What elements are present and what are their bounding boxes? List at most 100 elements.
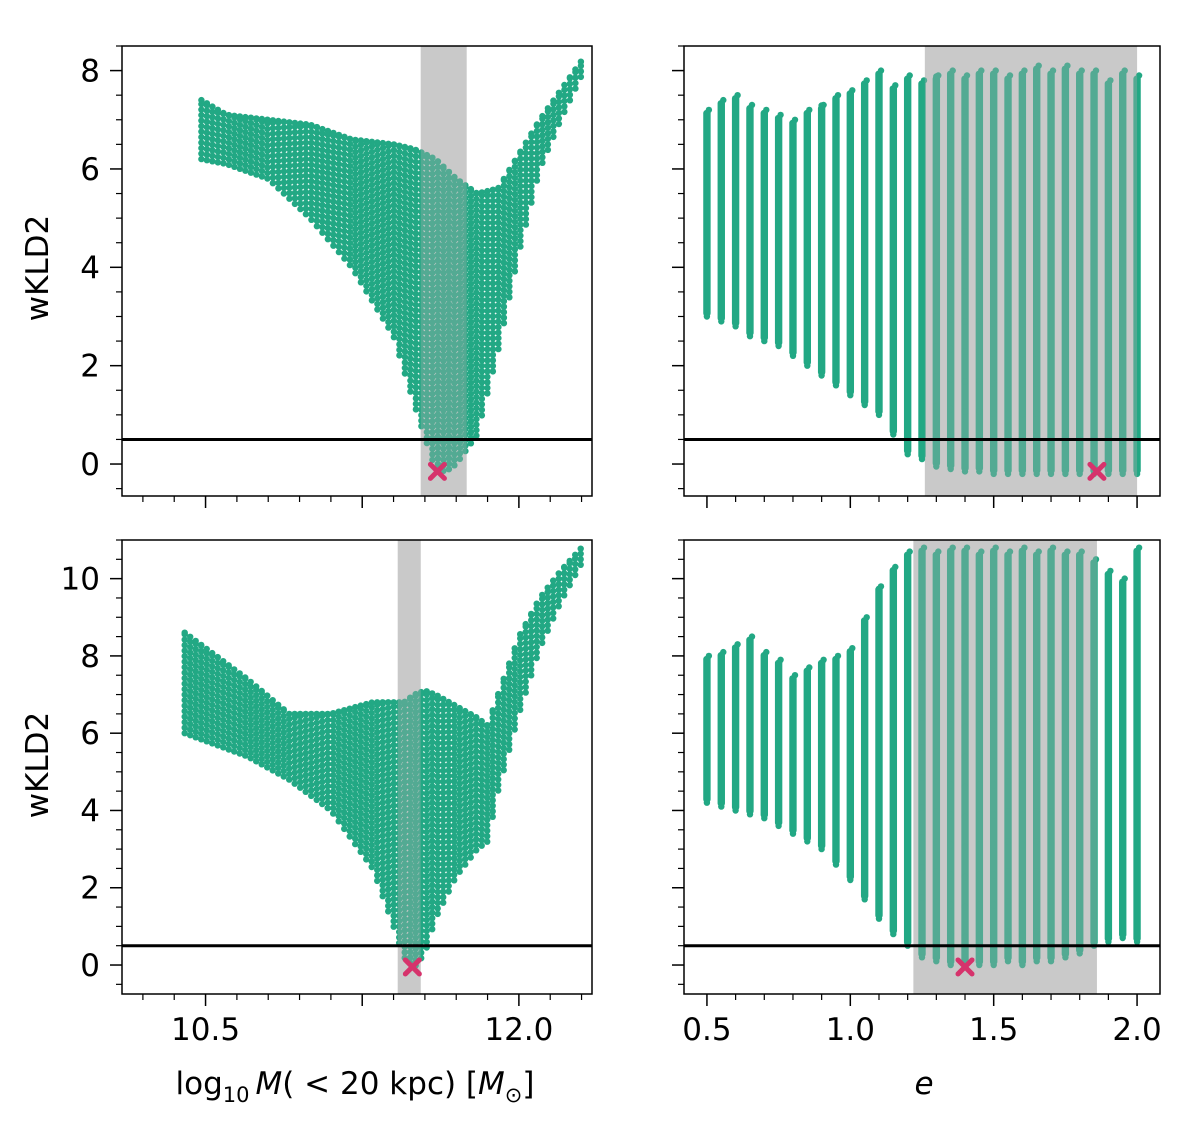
data-point (418, 740, 425, 747)
data-point (506, 713, 513, 720)
data-point (861, 371, 868, 379)
data-point (374, 174, 381, 181)
data-point (440, 839, 447, 846)
data-point (214, 720, 221, 727)
data-point (429, 181, 436, 189)
data-point (976, 631, 983, 639)
data-point (933, 718, 940, 725)
data-point (352, 840, 359, 848)
data-column (774, 114, 783, 346)
data-point (286, 759, 293, 767)
data-point (789, 232, 797, 239)
data-point (390, 306, 398, 313)
data-point (456, 219, 464, 226)
data-point (236, 700, 243, 708)
data-point (990, 440, 997, 448)
data-point (1004, 658, 1012, 665)
data-point (368, 803, 375, 810)
data-point (385, 153, 392, 161)
data-point (484, 258, 491, 265)
data-point (374, 267, 381, 275)
data-point (280, 162, 288, 170)
data-point (412, 301, 420, 309)
data-point (324, 203, 332, 210)
data-point (181, 629, 188, 636)
data-point (1119, 80, 1126, 88)
data-point (467, 407, 475, 414)
data-point (791, 672, 799, 679)
data-point (473, 742, 480, 749)
data-point (500, 739, 507, 746)
data-point (522, 210, 530, 217)
data-point (506, 680, 513, 687)
data-point (258, 695, 265, 702)
data-point (423, 302, 431, 309)
data-point (187, 638, 194, 645)
data-point (401, 216, 409, 223)
data-point (1119, 170, 1126, 178)
data-point (445, 723, 452, 730)
data-point (429, 297, 436, 304)
data-point (407, 778, 414, 785)
data-point (947, 105, 954, 113)
data-point (976, 571, 983, 579)
data-point (511, 218, 519, 226)
data-point (198, 686, 205, 693)
data-point (703, 193, 711, 200)
data-point (390, 802, 397, 809)
data-point (1019, 931, 1026, 939)
data-point (203, 677, 210, 684)
data-point (451, 783, 458, 790)
data-point (198, 719, 205, 726)
data-column (1047, 547, 1055, 962)
data-point (401, 326, 409, 333)
data-point (440, 379, 447, 386)
data-point (418, 357, 425, 364)
data-point (478, 225, 486, 232)
data-point (192, 646, 199, 653)
data-point (434, 811, 441, 819)
data-point (506, 719, 513, 726)
data-point (187, 715, 194, 722)
data-point (412, 901, 419, 909)
data-point (269, 163, 277, 170)
data-point (775, 192, 782, 200)
data-point (341, 139, 348, 147)
data-point (429, 865, 436, 872)
data-point (313, 752, 320, 760)
data-point (918, 864, 926, 871)
data-point (181, 719, 188, 726)
data-point (187, 671, 194, 678)
data-point (577, 545, 584, 552)
data-point (533, 605, 540, 612)
data-point (1019, 721, 1026, 729)
data-point (286, 776, 293, 783)
data-point (832, 771, 840, 778)
data-point (495, 263, 502, 270)
data-point (789, 322, 797, 329)
data-point (550, 582, 557, 589)
data-point (451, 264, 458, 271)
data-point (434, 345, 442, 352)
data-point (861, 101, 868, 109)
data-point (566, 571, 573, 578)
data-point (330, 154, 337, 161)
data-point (467, 379, 475, 386)
data-point (291, 156, 299, 164)
data-point (363, 740, 370, 748)
data-point (418, 927, 425, 934)
data-point (462, 387, 469, 394)
data-point (396, 297, 403, 304)
data-point (440, 445, 447, 452)
data-point (209, 729, 216, 736)
data-point (220, 705, 227, 713)
data-point (445, 745, 452, 752)
data-point (286, 754, 293, 761)
data-point (484, 291, 491, 298)
data-point (286, 184, 293, 191)
data-point (467, 302, 475, 309)
data-point (297, 751, 304, 758)
data-point (187, 633, 194, 640)
data-point (440, 822, 447, 829)
data-point (330, 215, 337, 222)
